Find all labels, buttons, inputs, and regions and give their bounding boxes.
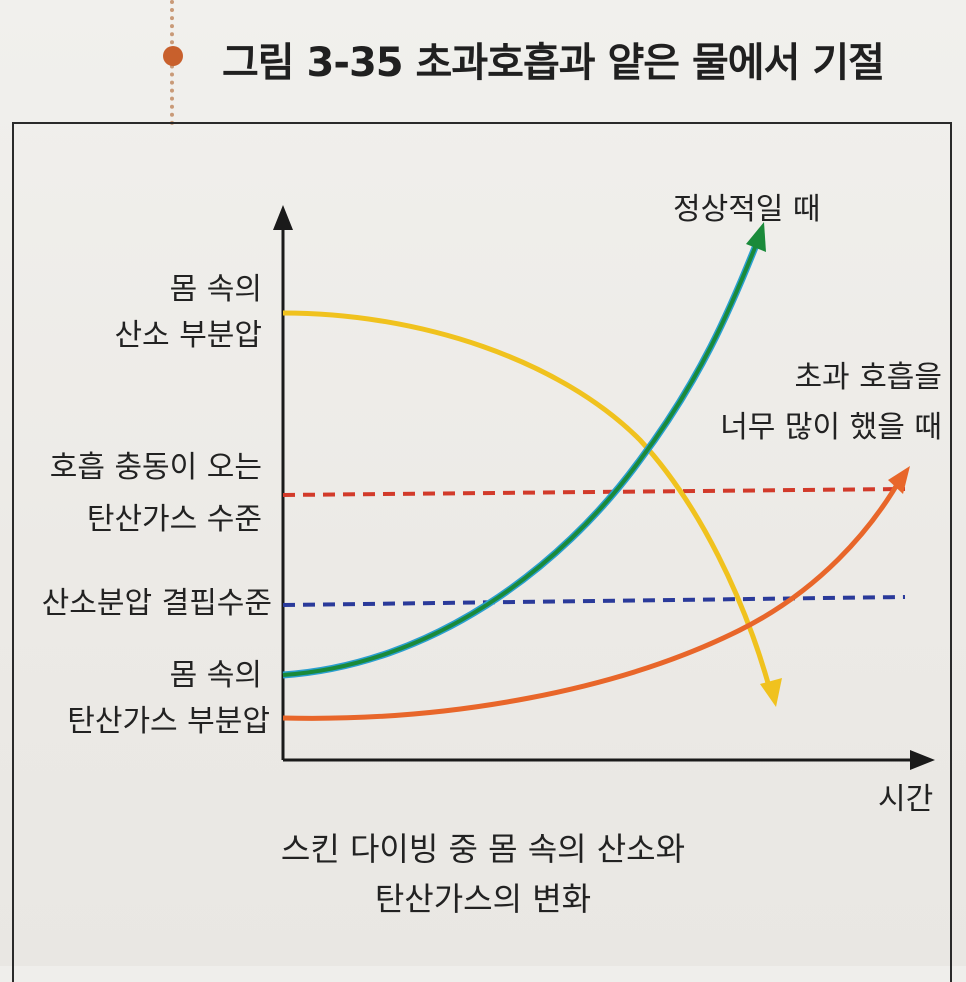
figure-frame	[12, 122, 952, 982]
hyper-label-line2: 너무 많이 했을 때	[720, 410, 942, 445]
o2-curve-arrowhead-icon	[760, 678, 782, 707]
y-axis-arrow-icon	[273, 205, 293, 230]
x-axis-arrow-icon	[910, 750, 935, 770]
breath-label-line1: 호흡 충동이 오는	[49, 450, 262, 485]
caption-line2: 탄산가스의 변화	[374, 880, 592, 918]
o2-label-line2: 산소 부분압	[114, 318, 262, 353]
breath-label-line2: 탄산가스 수준	[86, 502, 262, 537]
co2-hyper-arrowhead-icon	[888, 466, 910, 494]
normal-curve-label: 정상적일 때	[673, 192, 821, 227]
co2-normal-arrowhead-icon	[746, 222, 766, 252]
co2-hyperventilation-curve	[282, 481, 901, 721]
hyper-label-line1: 초과 호흡을	[794, 360, 942, 395]
title-bullet-icon	[163, 46, 183, 66]
breath-urge-threshold-line	[282, 487, 906, 497]
o2-label-line1: 몸 속의	[169, 272, 262, 307]
hypoxia-label: 산소분압 결핍수준	[41, 586, 272, 621]
caption-line1: 스킨 다이빙 중 몸 속의 산소와	[280, 830, 686, 868]
co2-normal-curve	[282, 244, 758, 677]
co2-normal-curve-edge	[282, 243, 760, 679]
hypoxia-threshold-line	[282, 595, 906, 607]
co2-label-line1: 몸 속의	[169, 658, 262, 693]
figure-title: 그림 3-35 초과호흡과 얕은 물에서 기절	[222, 40, 885, 86]
o2-partial-pressure-curve	[282, 310, 773, 691]
x-axis-label: 시간	[878, 782, 934, 817]
co2-label-line2: 탄산가스 부분압	[67, 704, 270, 739]
